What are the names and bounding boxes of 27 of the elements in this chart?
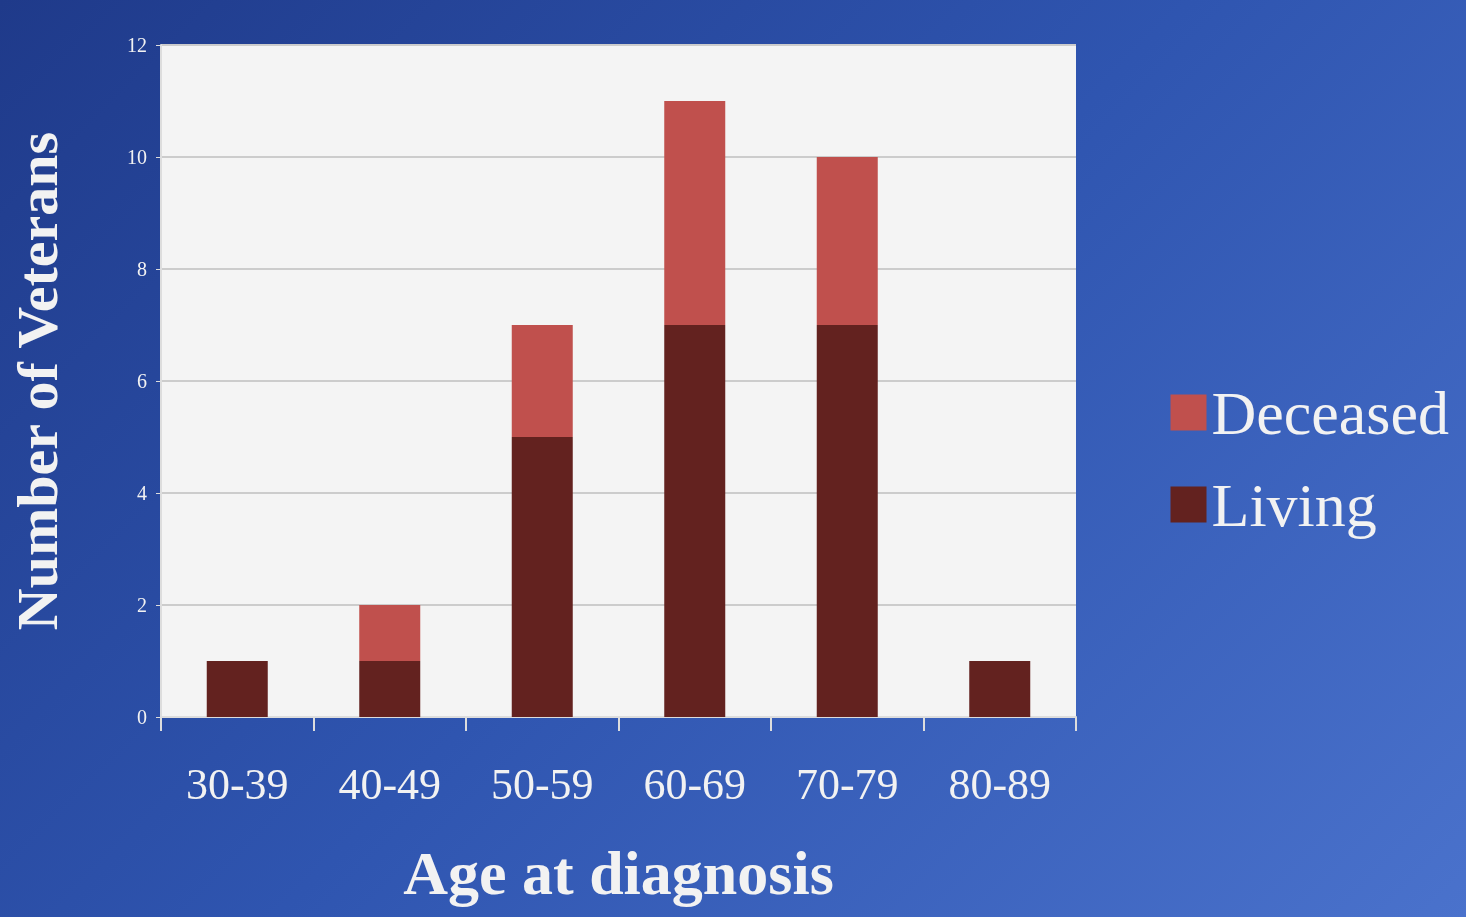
x-axis-title: Age at diagnosis <box>403 839 834 907</box>
bar <box>511 437 573 717</box>
y-axis-title: Number of Veterans <box>4 131 70 631</box>
bar <box>359 605 421 661</box>
bar <box>816 157 878 325</box>
bar <box>816 325 878 717</box>
x-tick-label: 30-39 <box>185 759 289 809</box>
x-tick-label: 70-79 <box>795 759 899 809</box>
y-tick-label: 6 <box>137 370 147 392</box>
legend-label: Deceased <box>1211 378 1449 447</box>
bar <box>359 661 421 717</box>
y-tick-label: 4 <box>137 482 147 504</box>
bar <box>664 101 726 325</box>
x-tick-label: 80-89 <box>948 759 1052 809</box>
y-tick-label: 0 <box>137 706 147 728</box>
legend-label: Living <box>1211 470 1377 539</box>
x-tick-label: 60-69 <box>643 759 747 809</box>
y-tick-label: 8 <box>137 258 147 280</box>
bar <box>206 661 268 717</box>
y-tick-label: 2 <box>137 594 147 616</box>
x-tick-label: 40-49 <box>338 759 442 809</box>
bar <box>511 325 573 437</box>
x-tick-label: 50-59 <box>490 759 594 809</box>
y-tick-label: 10 <box>127 146 147 168</box>
bar <box>664 325 726 717</box>
bar <box>969 661 1031 717</box>
y-tick-label: 12 <box>127 34 147 56</box>
